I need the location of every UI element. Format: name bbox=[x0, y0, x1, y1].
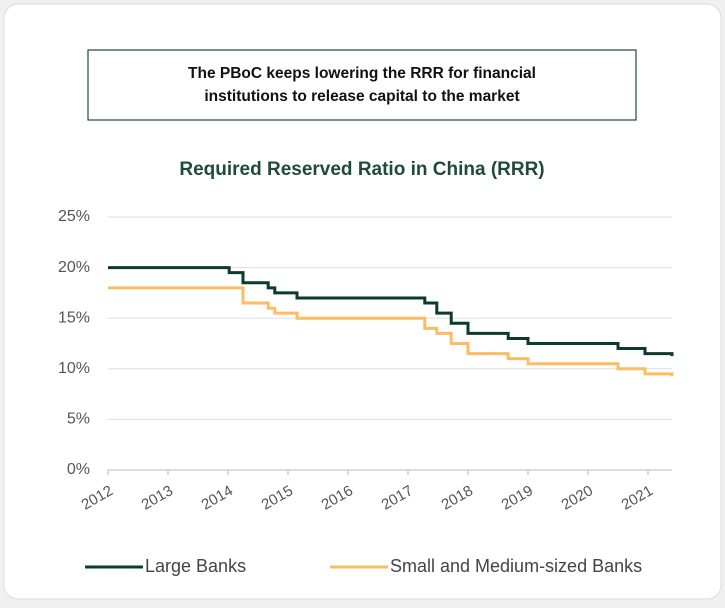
chart-title: Required Reserved Ratio in China (RRR) bbox=[179, 159, 544, 180]
series-line bbox=[108, 266, 674, 357]
card bbox=[3, 3, 722, 600]
legend-label: Small and Medium-sized Banks bbox=[390, 556, 642, 576]
y-tick-label: 10% bbox=[58, 360, 90, 377]
y-tick-label: 25% bbox=[58, 208, 90, 225]
y-tick-label: 15% bbox=[58, 309, 90, 326]
legend-label: Large Banks bbox=[145, 556, 246, 576]
y-tick-label: 20% bbox=[58, 259, 90, 276]
annotation-box bbox=[87, 49, 637, 121]
y-tick-label: 5% bbox=[67, 411, 90, 428]
y-tick-label: 0% bbox=[67, 461, 90, 478]
annotation: The PBoC keeps lowering the RRR for fina… bbox=[188, 65, 536, 105]
series-line bbox=[108, 286, 674, 377]
